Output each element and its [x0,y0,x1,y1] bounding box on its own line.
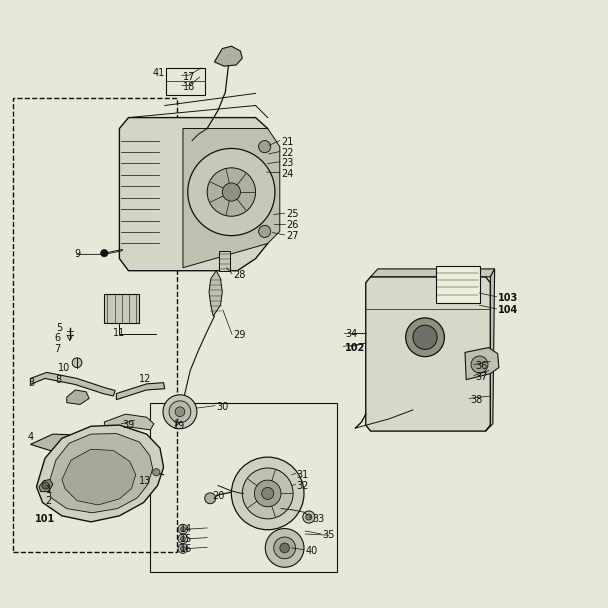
Circle shape [181,527,185,531]
Text: 31: 31 [297,469,309,480]
Polygon shape [116,382,165,399]
Text: 13: 13 [139,475,151,486]
Circle shape [207,168,255,216]
Text: 104: 104 [498,305,518,315]
Text: 36: 36 [475,361,488,371]
Text: 19: 19 [173,421,185,431]
Polygon shape [49,434,153,513]
Circle shape [178,524,188,534]
Polygon shape [30,434,107,452]
Text: 15: 15 [180,534,192,544]
Polygon shape [215,46,242,66]
Text: 34: 34 [345,330,358,339]
Text: 40: 40 [305,546,317,556]
Circle shape [265,528,304,567]
Circle shape [242,468,293,519]
Text: 26: 26 [286,220,298,230]
Text: 103: 103 [498,293,518,303]
Text: 21: 21 [281,137,294,147]
Polygon shape [105,414,154,430]
Text: 10: 10 [58,362,71,373]
Text: 37: 37 [475,371,488,382]
Text: 5: 5 [56,323,62,333]
Text: 9: 9 [74,249,80,260]
Text: 102: 102 [345,342,365,353]
Polygon shape [36,425,164,522]
Polygon shape [119,117,268,271]
Polygon shape [67,390,89,404]
Circle shape [205,493,216,503]
Text: 11: 11 [113,328,126,338]
Circle shape [163,395,197,429]
Circle shape [303,511,315,523]
Text: 41: 41 [153,68,165,78]
Text: 17: 17 [183,72,195,82]
Text: 8: 8 [56,375,62,385]
Bar [219,251,230,271]
Circle shape [261,488,274,500]
Text: 1: 1 [46,485,52,496]
Polygon shape [39,480,53,492]
Circle shape [406,318,444,357]
Circle shape [181,536,185,541]
Text: 38: 38 [471,395,483,405]
Circle shape [153,469,160,476]
Text: 35: 35 [322,530,334,540]
Text: 101: 101 [35,514,55,524]
Circle shape [223,183,240,201]
Text: 28: 28 [233,270,246,280]
Circle shape [254,480,281,506]
Text: 25: 25 [286,209,299,219]
Polygon shape [30,372,115,396]
Text: 16: 16 [180,544,192,554]
Circle shape [42,482,49,489]
Polygon shape [465,348,499,379]
Circle shape [178,544,188,553]
Text: 24: 24 [281,169,294,179]
Circle shape [258,226,271,238]
Text: 27: 27 [286,231,299,241]
Circle shape [72,358,82,368]
Circle shape [169,401,191,423]
Circle shape [175,407,185,416]
Polygon shape [486,269,495,431]
Circle shape [178,534,188,544]
Polygon shape [366,277,491,431]
Text: 12: 12 [139,374,152,384]
Text: 32: 32 [297,480,309,491]
Text: 14: 14 [180,524,192,534]
Text: 29: 29 [233,331,246,340]
Text: 30: 30 [216,402,229,412]
Text: 6: 6 [54,334,60,344]
Text: 3: 3 [28,378,34,388]
Text: 23: 23 [281,158,294,168]
Text: 20: 20 [212,491,224,502]
Text: 18: 18 [183,82,195,92]
Circle shape [471,356,488,373]
Text: 4: 4 [28,432,34,442]
Circle shape [232,457,304,530]
Circle shape [413,325,437,350]
Bar [436,266,480,303]
Circle shape [181,546,185,551]
Text: 39: 39 [122,420,135,430]
Polygon shape [62,449,136,505]
Polygon shape [370,269,495,277]
Bar [105,294,139,323]
Polygon shape [183,128,280,268]
Bar [13,98,177,552]
Bar [166,68,206,95]
Circle shape [258,140,271,153]
Text: 7: 7 [54,344,60,354]
Bar [150,403,337,572]
Text: 2: 2 [46,496,52,506]
Circle shape [188,148,275,236]
Circle shape [280,543,289,553]
Text: 22: 22 [281,148,294,157]
Circle shape [274,537,295,559]
Polygon shape [209,271,223,316]
Circle shape [101,249,108,257]
Circle shape [306,514,312,520]
Text: 33: 33 [312,514,324,524]
